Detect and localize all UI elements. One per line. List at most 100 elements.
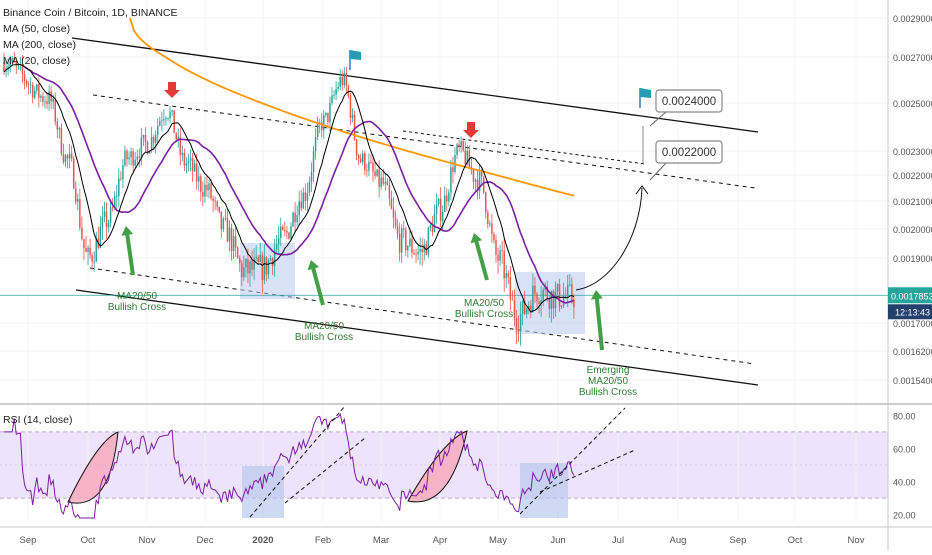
candle-body xyxy=(437,198,440,205)
red-arrow-2 xyxy=(463,122,479,138)
price-tick-label: 0.0022000 xyxy=(893,171,932,181)
legend-ma20: MA (20, close) xyxy=(3,55,71,67)
green-arrow-shape xyxy=(121,225,135,276)
candle-body xyxy=(384,181,387,184)
candle-body xyxy=(11,58,13,63)
candle-body xyxy=(534,285,536,294)
candle-body xyxy=(337,87,339,89)
green-arrow-shape xyxy=(590,289,604,351)
candle-body xyxy=(257,256,259,262)
candle-body xyxy=(234,236,237,248)
current-price-tag xyxy=(888,287,932,304)
candle-body xyxy=(400,228,403,253)
candle-body xyxy=(228,227,231,242)
candle-body xyxy=(569,284,571,285)
candle-body xyxy=(132,151,134,166)
candle-body xyxy=(236,247,239,259)
candle-body xyxy=(495,240,497,255)
candle-body xyxy=(431,225,434,233)
candle-body xyxy=(13,58,15,63)
candle-body xyxy=(15,62,18,65)
candle-body xyxy=(480,171,483,177)
candle-body xyxy=(7,65,9,68)
rsi-arc-2 xyxy=(407,430,468,503)
candle-body xyxy=(79,199,81,228)
candle-body xyxy=(251,261,253,270)
candle-body xyxy=(370,161,372,163)
time-tick-label: Oct xyxy=(788,535,803,546)
candle-body xyxy=(107,222,110,228)
candle-body xyxy=(462,141,464,151)
candle-body xyxy=(448,192,450,202)
candle-body xyxy=(284,229,286,231)
candle-body xyxy=(165,118,167,120)
candle-body xyxy=(368,161,370,171)
candle-body xyxy=(321,122,323,131)
candle-body xyxy=(556,284,559,292)
candle-body xyxy=(206,184,208,191)
countdown-tag xyxy=(888,304,932,320)
green-arrow-1 xyxy=(121,225,135,276)
time-tick-label: Oct xyxy=(81,535,96,546)
ma200-line xyxy=(129,17,575,197)
candle-body xyxy=(36,84,38,91)
candle-body xyxy=(560,305,563,307)
candle-body xyxy=(499,250,501,261)
rsi-tick-label: 80.00 xyxy=(893,411,916,421)
candle-body xyxy=(294,212,296,223)
candle-body xyxy=(99,226,102,248)
price-tick-label: 0.0015400 xyxy=(893,376,932,386)
candle-body xyxy=(349,96,352,118)
candle-body xyxy=(491,223,493,234)
candle-body xyxy=(128,157,130,160)
candle-body xyxy=(298,201,300,216)
candle-body xyxy=(427,227,430,255)
candle-body xyxy=(48,91,50,104)
candle-body xyxy=(200,176,202,192)
candle-body xyxy=(187,160,190,164)
candle-body xyxy=(562,296,565,306)
candle-body xyxy=(409,238,411,246)
candle-body xyxy=(435,204,438,214)
candle-body xyxy=(331,95,333,104)
candle-body xyxy=(66,155,69,159)
time-tick-label: Sep xyxy=(20,535,37,546)
candle-body xyxy=(476,179,479,192)
candle-body xyxy=(230,227,233,252)
candle-body xyxy=(316,124,319,137)
candle-body xyxy=(271,258,274,266)
time-tick-label: Dec xyxy=(197,535,214,546)
candle-body xyxy=(392,208,395,218)
candle-body xyxy=(458,144,460,147)
candle-body xyxy=(542,289,544,301)
candle-body xyxy=(263,256,266,281)
price-tick-label: 0.0025000 xyxy=(893,99,932,109)
candle-body xyxy=(280,226,282,238)
candle-body xyxy=(144,135,147,142)
candle-body xyxy=(339,77,341,88)
candle-body xyxy=(68,153,71,159)
candle-body xyxy=(202,191,204,197)
candle-body xyxy=(210,183,212,199)
candle-body xyxy=(364,153,366,171)
candle-body xyxy=(482,176,485,193)
candle-body xyxy=(312,151,315,172)
candle-body xyxy=(93,261,95,263)
candle-body xyxy=(478,171,481,192)
candle-body xyxy=(81,227,83,240)
candle-body xyxy=(161,120,163,122)
price-tick-label: 0.0029000 xyxy=(893,14,932,24)
candle-body xyxy=(521,300,524,315)
green-arrow-2 xyxy=(307,260,325,306)
candle-body xyxy=(573,300,575,308)
candle-body xyxy=(429,225,432,228)
time-tick-label: Nov xyxy=(848,535,865,546)
legend-ma200: MA (200, close) xyxy=(3,39,76,51)
price-tick-label: 0.0019000 xyxy=(893,254,932,264)
candle-body xyxy=(489,223,491,225)
candle-body xyxy=(302,192,305,209)
candle-body xyxy=(118,178,120,197)
candle-body xyxy=(444,195,446,212)
candle-body xyxy=(185,163,188,166)
